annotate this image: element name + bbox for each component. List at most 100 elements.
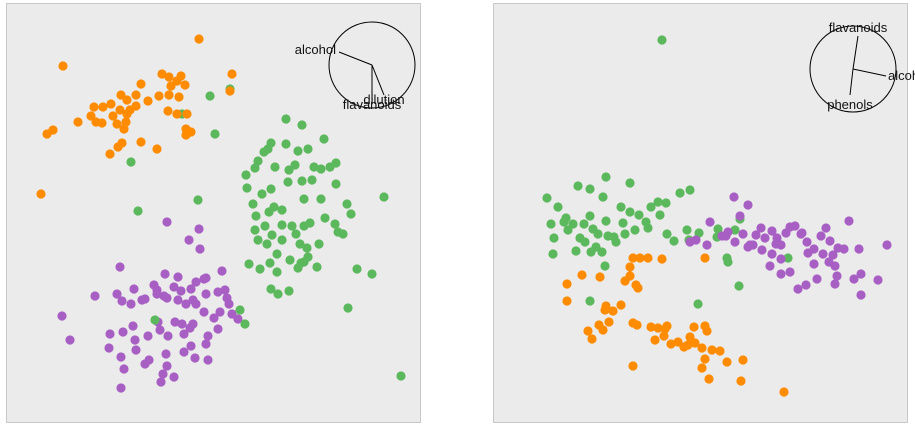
data-point [771, 239, 781, 249]
data-point [319, 134, 329, 144]
data-point [802, 237, 812, 247]
data-point [620, 229, 630, 239]
data-point [689, 322, 699, 332]
data-point [225, 86, 235, 96]
data-point [235, 305, 245, 315]
data-point [343, 303, 353, 313]
data-point [722, 357, 732, 367]
data-point [682, 225, 692, 235]
series-green [126, 84, 406, 381]
data-point [730, 237, 740, 247]
data-point [257, 189, 267, 199]
data-point [844, 216, 854, 226]
data-point [65, 335, 75, 345]
data-point [586, 247, 596, 257]
biplot-axis-line [371, 64, 385, 96]
data-point [685, 332, 695, 342]
data-point [721, 231, 731, 241]
data-point [849, 274, 859, 284]
data-point [608, 306, 618, 316]
data-point [116, 352, 126, 362]
data-point [616, 300, 626, 310]
data-point [738, 355, 748, 365]
data-point [585, 296, 595, 306]
data-point [184, 235, 194, 245]
biplot-axis-label: flavanoids [343, 97, 402, 112]
data-point [195, 244, 205, 254]
data-point [598, 192, 608, 202]
data-point [128, 321, 138, 331]
data-point [277, 220, 287, 230]
data-point [796, 229, 806, 239]
biplot-axis-label: flavanoids [829, 20, 888, 35]
data-point [830, 279, 840, 289]
data-point [704, 374, 714, 384]
data-point [707, 345, 717, 355]
data-point [42, 129, 52, 139]
data-point [697, 363, 707, 373]
data-point [267, 230, 277, 240]
data-point [643, 223, 653, 233]
data-point [170, 317, 180, 327]
data-point [174, 92, 184, 102]
data-point [694, 228, 704, 238]
data-point [217, 266, 227, 276]
data-point [776, 254, 786, 264]
data-point [115, 105, 125, 115]
data-point [767, 249, 777, 259]
data-point [587, 334, 597, 344]
data-point [253, 235, 263, 245]
data-point [662, 229, 672, 239]
data-point [830, 261, 840, 271]
data-point [779, 387, 789, 397]
data-point [162, 293, 172, 303]
data-point [190, 353, 200, 363]
series-green [542, 35, 793, 309]
data-point [166, 81, 176, 91]
data-point [73, 117, 83, 127]
data-point [583, 326, 593, 336]
data-point [97, 118, 107, 128]
biplot-axis-label: dilution [363, 92, 404, 107]
data-point [140, 294, 150, 304]
data-point [248, 199, 258, 209]
data-point [131, 90, 141, 100]
data-point [825, 236, 835, 246]
data-point [546, 219, 556, 229]
biplot-axis-label: alcohol [295, 42, 336, 57]
data-point [136, 79, 146, 89]
data-point [119, 124, 129, 134]
data-point [693, 299, 703, 309]
data-point [233, 314, 243, 324]
data-point [367, 269, 377, 279]
data-point [821, 223, 831, 233]
data-point [316, 164, 326, 174]
data-point [700, 354, 710, 364]
data-point [154, 91, 164, 101]
biplot-axis-line [849, 68, 854, 96]
data-point [616, 202, 626, 212]
data-point [801, 280, 811, 290]
data-point [251, 211, 261, 221]
data-point [307, 175, 317, 185]
data-point [882, 240, 892, 250]
data-point [832, 271, 842, 281]
data-point [700, 321, 710, 331]
data-point [163, 331, 173, 341]
data-point [126, 299, 136, 309]
data-point [285, 255, 295, 265]
data-point [700, 253, 710, 263]
data-point [203, 355, 213, 365]
data-point [273, 289, 283, 299]
data-point [635, 253, 645, 263]
data-point [809, 259, 819, 269]
data-point [625, 262, 635, 272]
data-point [173, 272, 183, 282]
data-point [152, 289, 162, 299]
data-point [854, 244, 864, 254]
data-point [597, 247, 607, 257]
data-point [571, 246, 581, 256]
data-point [580, 237, 590, 247]
data-point [751, 230, 761, 240]
series-purple [685, 192, 892, 300]
